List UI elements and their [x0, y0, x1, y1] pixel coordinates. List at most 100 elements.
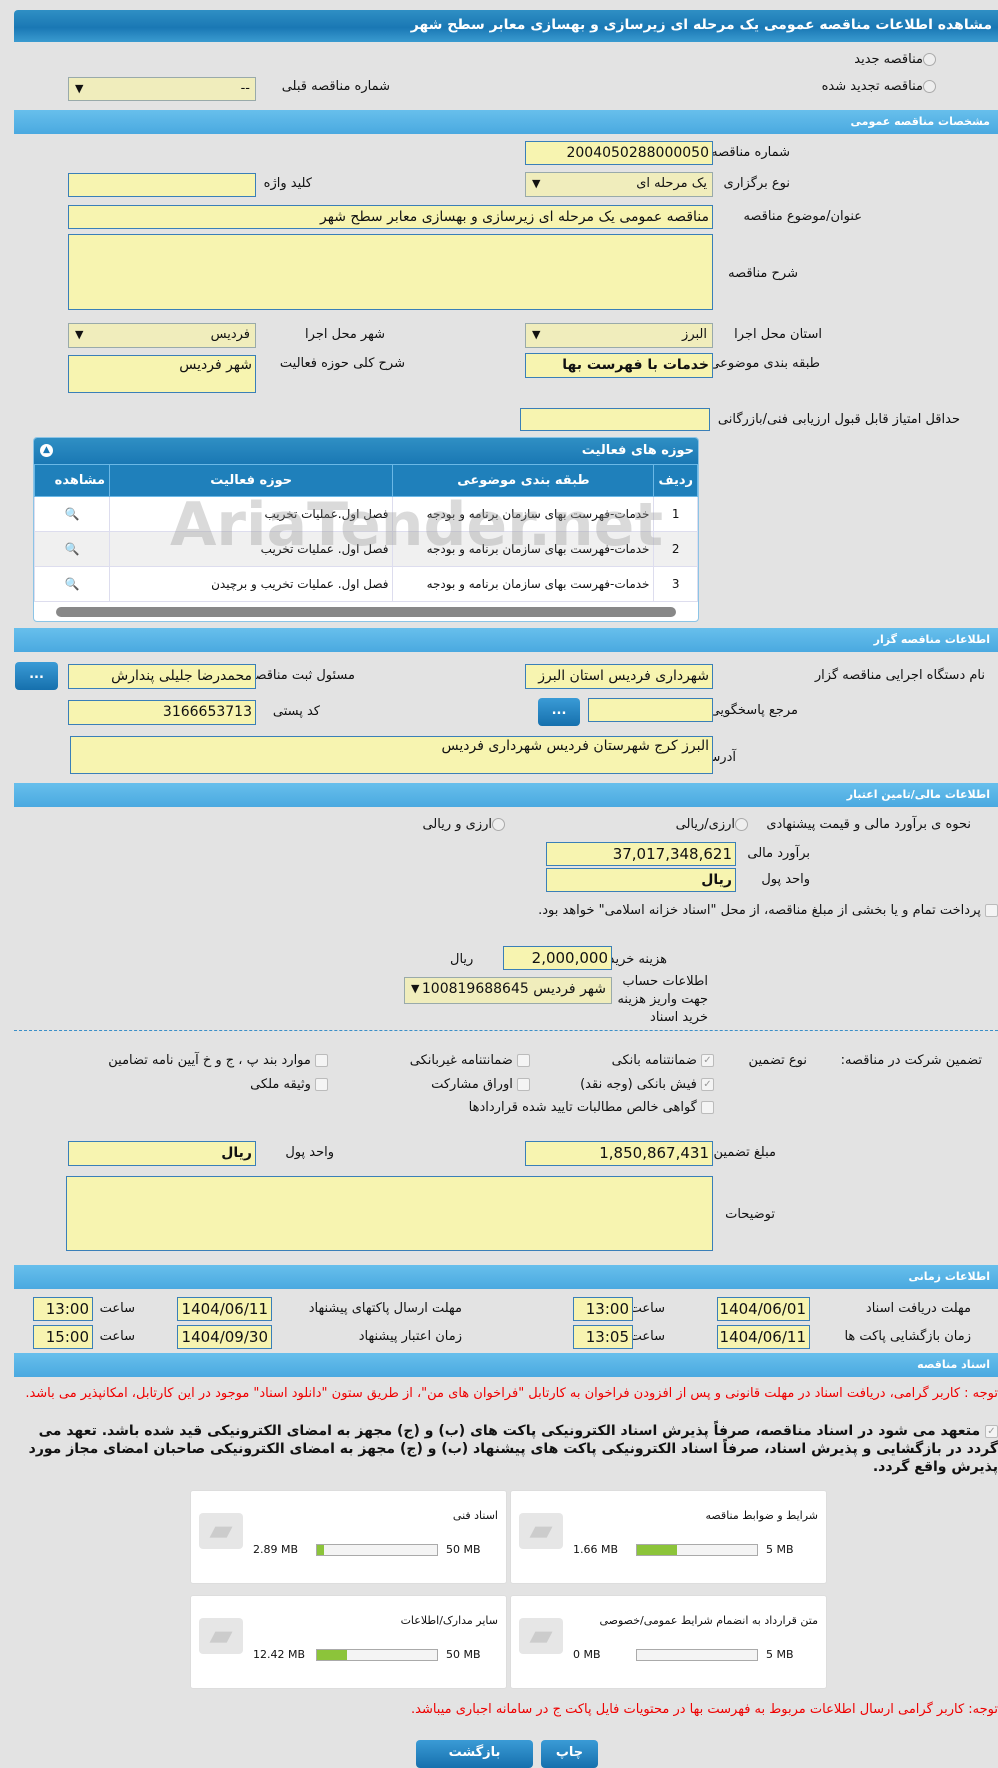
radio-icon[interactable] — [923, 80, 936, 93]
opt-bonds[interactable]: اوراق مشارکت — [431, 1077, 530, 1092]
doc-receive-time[interactable]: 13:00 — [573, 1297, 633, 1321]
section-documents: اسناد مناقصه — [14, 1353, 998, 1377]
prev-tender-label: شماره مناقصه قبلی — [281, 79, 390, 94]
print-button[interactable]: چاپ — [541, 1740, 598, 1768]
open-date[interactable]: 1404/06/11 — [717, 1325, 810, 1349]
checkbox-icon[interactable] — [517, 1054, 530, 1067]
radio-renewed-tender[interactable]: مناقصه تجدید شده — [822, 79, 936, 94]
checkbox-icon[interactable] — [315, 1054, 328, 1067]
page-title: مشاهده اطلاعات مناقصه عمومی یک مرحله ای … — [14, 10, 998, 42]
opt-regulation[interactable]: موارد بند پ ، ج و خ آیین نامه تضامین — [108, 1053, 328, 1068]
doc-cost-field[interactable]: 2,000,000 — [503, 946, 612, 970]
type-select[interactable]: یک مرحله ای ▼ — [525, 172, 713, 197]
time-label: ساعت — [99, 1301, 135, 1316]
checkbox-icon[interactable]: ✓ — [701, 1078, 714, 1091]
valid-time[interactable]: 15:00 — [33, 1325, 93, 1349]
folder-icon: ▰ — [519, 1618, 563, 1654]
checkbox-icon[interactable]: ✓ — [701, 1054, 714, 1067]
radio-new-tender[interactable]: مناقصه جدید — [854, 52, 936, 67]
tender-number-field[interactable]: 2004050288000050 — [525, 141, 713, 165]
resp-field[interactable]: محمدرضا جلیلی پندارش — [68, 664, 256, 689]
section-general: مشخصات مناقصه عمومی — [14, 110, 998, 134]
guarantee-unit-label: واحد پول — [285, 1145, 334, 1160]
scope-field[interactable]: شهر فردیس — [68, 355, 256, 393]
ref-more-button[interactable]: ... — [538, 698, 580, 726]
opt-nonbank-guarantee[interactable]: ضمانتنامه غیربانکی — [410, 1053, 530, 1068]
file-card[interactable]: ▰ اسناد فنی 2.89 MB 50 MB — [190, 1490, 507, 1584]
province-select[interactable]: البرز ▼ — [525, 323, 713, 348]
doc-receive-date[interactable]: 1404/06/01 — [717, 1297, 810, 1321]
title-field[interactable]: مناقصه عمومی یک مرحله ای زیرسازی و بهساز… — [68, 205, 713, 229]
notes-field[interactable] — [66, 1176, 713, 1251]
opt-cash[interactable]: ✓ فیش بانکی (وجه نقد) — [580, 1077, 714, 1092]
address-field[interactable]: البرز کرج شهرستان فردیس شهرداری فردیس — [70, 736, 713, 774]
checkbox-icon[interactable]: ✓ — [985, 1424, 998, 1438]
category-field[interactable]: خدمات با فهرست بها — [525, 353, 713, 378]
city-select[interactable]: فردیس ▼ — [68, 323, 256, 348]
horizontal-scrollbar[interactable] — [56, 607, 676, 617]
file-size-fill — [317, 1650, 347, 1660]
folder-icon: ▰ — [199, 1618, 243, 1654]
org-field[interactable]: شهرداری فردیس استان البرز — [525, 664, 713, 689]
cell: فصل اول. عملیات تخریب — [108, 531, 394, 567]
guarantee-amount-field[interactable]: 1,850,867,431 — [525, 1141, 713, 1166]
opt-property[interactable]: وثیقه ملکی — [250, 1077, 328, 1092]
opt-receivables[interactable]: گواهی خالص مطالبات تایید شده قراردادها — [469, 1100, 714, 1115]
valid-label: زمان اعتبار پیشنهاد — [358, 1329, 462, 1344]
view-icon[interactable]: 🔍 — [34, 496, 110, 532]
file-card[interactable]: ▰ متن قرارداد به انضمام شرایط عمومی/خصوص… — [510, 1595, 827, 1689]
file-card[interactable]: ▰ شرایط و ضوابط مناقصه 1.66 MB 5 MB — [510, 1490, 827, 1584]
treasury-checkbox[interactable]: پرداخت تمام و یا بخشی از مبلغ مناقصه، از… — [238, 902, 998, 920]
resp-more-button[interactable]: ... — [15, 662, 58, 690]
desc-field[interactable] — [68, 234, 713, 310]
account-select[interactable]: شهر فردیس 100819688645 ▼ — [404, 977, 612, 1004]
cell: خدمات-فهرست بهای سازمان برنامه و بودجه — [392, 566, 655, 602]
collapse-icon[interactable]: ▲ — [40, 444, 53, 457]
view-icon[interactable]: 🔍 — [34, 531, 110, 567]
radio-icon[interactable] — [492, 818, 505, 831]
radio-icon[interactable] — [735, 818, 748, 831]
select-value: فردیس — [210, 327, 250, 342]
postal-field[interactable]: 3166653713 — [68, 700, 256, 725]
select-value: -- — [240, 81, 250, 96]
radio-label: ارزی/ریالی — [675, 817, 735, 832]
checkbox-icon[interactable] — [985, 904, 998, 917]
section-organizer: اطلاعات مناقصه گزار — [14, 628, 998, 652]
file-size: 0 MB — [573, 1648, 601, 1661]
open-time[interactable]: 13:05 — [573, 1325, 633, 1349]
view-icon[interactable]: 🔍 — [34, 566, 110, 602]
commitment-checkbox[interactable]: ✓ متعهد می شود در اسناد مناقصه، صرفاً پذ… — [14, 1422, 998, 1476]
submit-time[interactable]: 13:00 — [33, 1297, 93, 1321]
opt-bank-guarantee[interactable]: ✓ ضمانتنامه بانکی — [612, 1053, 714, 1068]
valid-date[interactable]: 1404/09/30 — [177, 1325, 272, 1349]
keyword-field[interactable] — [68, 173, 256, 197]
type-label: نوع برگزاری — [723, 176, 790, 191]
method-label: نحوه ی برآورد مالی و قیمت پیشنهادی — [766, 817, 971, 832]
commitment-text: متعهد می شود در اسناد مناقصه، صرفاً پذیر… — [28, 1423, 998, 1475]
notes-label: توضیحات — [725, 1207, 775, 1222]
file-size-bar — [636, 1649, 758, 1661]
radio-rial[interactable]: ارزی/ریالی — [676, 817, 748, 832]
radio-icon[interactable] — [923, 53, 936, 66]
number-label: شماره مناقصه — [711, 145, 790, 160]
amount-label: مبلغ تضمین — [713, 1145, 776, 1160]
checkbox-icon[interactable] — [315, 1078, 328, 1091]
ref-field[interactable] — [588, 698, 713, 722]
option-label: فیش بانکی (وجه نقد) — [580, 1077, 697, 1092]
checkbox-icon[interactable] — [701, 1101, 714, 1114]
back-button[interactable]: بازگشت — [416, 1740, 533, 1768]
unit-field[interactable]: ریال — [546, 868, 736, 892]
time-label: ساعت — [99, 1329, 135, 1344]
file-card[interactable]: ▰ سایر مدارک/اطلاعات 12.42 MB 50 MB — [190, 1595, 507, 1689]
province-label: استان محل اجرا — [734, 327, 822, 342]
prev-tender-select[interactable]: -- ▼ — [68, 77, 256, 101]
scope-label: شرح کلی حوزه فعالیت — [279, 356, 405, 371]
estimate-field[interactable]: 37,017,348,621 — [546, 842, 736, 866]
radio-currency-rial[interactable]: ارزی و ریالی — [422, 817, 505, 832]
guarantee-unit-field[interactable]: ریال — [68, 1141, 256, 1166]
checkbox-icon[interactable] — [517, 1078, 530, 1091]
submit-date[interactable]: 1404/06/11 — [177, 1297, 272, 1321]
cell: 3 — [653, 566, 698, 602]
file-name: متن قرارداد به انضمام شرایط عمومی/خصوصی — [599, 1614, 818, 1627]
min-score-field[interactable] — [520, 408, 710, 431]
